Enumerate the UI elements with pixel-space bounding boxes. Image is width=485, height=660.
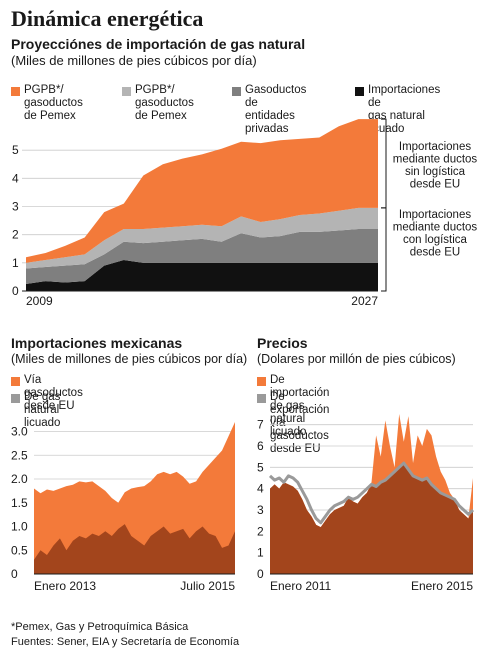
chart2-title: Importaciones mexicanas — [11, 335, 183, 351]
chart1-title: Proyecciónes de importación de gas natur… — [11, 36, 306, 52]
chart2-y-tick-label: 3.0 — [11, 425, 28, 439]
chart2-y-tick-label: 0.5 — [11, 543, 28, 557]
chart3-y-tick-label: 4 — [257, 482, 264, 496]
chart1-series-3-area — [26, 119, 378, 263]
footnote: *Pemex, Gas y Petroquímica Básica — [11, 621, 189, 633]
chart1-annotation-line: sin logística — [405, 166, 466, 178]
chart1-annotation-line: Importaciones — [399, 209, 471, 221]
chart3-y-tick-label: 1 — [257, 546, 264, 560]
chart2-y-tick-label: 2.0 — [11, 472, 28, 486]
chart3-subtitle: (Dolares por millón de pies cúbicos) — [257, 352, 456, 366]
chart1-series-0-area — [26, 260, 378, 291]
legend-swatch — [257, 394, 266, 403]
chart3-overlap-area — [270, 463, 473, 574]
page-title: Dinámica energética — [11, 6, 204, 31]
legend-swatch — [122, 87, 131, 96]
chart1-y-tick-label: 2 — [12, 228, 19, 242]
legend-swatch — [232, 87, 241, 96]
chart1-y-tick-label: 1 — [12, 256, 19, 270]
legend-swatch — [257, 377, 266, 386]
legend-swatch — [355, 87, 364, 96]
chart1-series-1-area — [26, 229, 378, 284]
chart3-x-tick-label: Enero 2011 — [270, 579, 331, 593]
legend-label: PGPB*/ gasoductos de Pemex — [135, 84, 194, 122]
legend-label: De gas natural licuado — [24, 391, 61, 429]
chart3-y-tick-label: 5 — [257, 460, 264, 474]
chart1-y-tick-label: 5 — [12, 143, 19, 157]
legend-swatch — [11, 377, 20, 386]
legend-label: De importación de gas natural licuado — [270, 374, 330, 438]
chart3-y-tick-label: 2 — [257, 524, 264, 538]
chart2-series-1-area — [34, 524, 235, 574]
chart1-y-tick-label: 3 — [12, 200, 19, 214]
legend-swatch — [11, 394, 20, 403]
chart2-y-tick-label: 0 — [11, 567, 18, 581]
chart3-series-1-line — [268, 461, 475, 525]
chart1-annotation-line: desde EU — [410, 179, 461, 191]
sources: Fuentes: Sener, EIA y Secretaría de Econ… — [11, 636, 240, 648]
chart2-subtitle: (Miles de millones de pies cúbicos por d… — [11, 352, 248, 366]
chart2-x-tick-label: Enero 2013 — [34, 579, 96, 593]
chart1-annotation-line: desde EU — [410, 247, 461, 259]
chart2-y-tick-label: 2.5 — [11, 448, 28, 462]
chart1-series-2-area — [26, 207, 378, 269]
chart1-annotation-line: Importaciones — [399, 141, 471, 153]
chart1-annotation-line: mediante ductos — [393, 222, 478, 234]
chart3-y-tick-label: 0 — [257, 567, 264, 581]
chart3-y-tick-label: 3 — [257, 503, 264, 517]
chart1-annotation-line: mediante ductos — [393, 154, 478, 166]
legend-swatch — [11, 87, 20, 96]
chart2-x-tick-label: Julio 2015 — [180, 579, 235, 593]
chart1-annotation-line: con logística — [403, 234, 468, 246]
legend-label: Vía gasoductos desde EU — [24, 374, 83, 412]
chart1-subtitle: (Miles de millones de pies cúbicos por d… — [11, 53, 257, 68]
chart3-y-tick-label: 7 — [257, 418, 264, 432]
chart1-y-tick-label: 4 — [12, 171, 19, 185]
legend-label: PGPB*/ gasoductos de Pemex — [24, 84, 83, 122]
chart2-y-tick-label: 1.0 — [11, 520, 28, 534]
legend-label: Gasoductos de entidades privadas — [245, 84, 307, 135]
chart1-bracket-lower — [381, 207, 387, 292]
chart3-title: Precios — [257, 335, 308, 351]
chart1-bracket-upper — [381, 118, 387, 209]
chart1-y-tick-label: 0 — [12, 284, 19, 298]
chart1-x-tick-label: 2027 — [351, 294, 378, 308]
chart2-y-tick-label: 1.5 — [11, 496, 28, 510]
chart1-x-tick-label: 2009 — [26, 294, 53, 308]
chart3-y-tick-label: 6 — [257, 439, 264, 453]
chart3-x-tick-label: Enero 2015 — [411, 579, 473, 593]
